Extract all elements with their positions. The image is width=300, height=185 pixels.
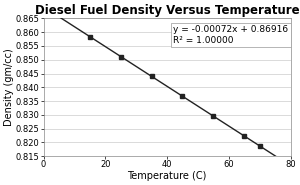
Y-axis label: Density (gm/cc): Density (gm/cc): [4, 48, 14, 126]
Title: Diesel Fuel Density Versus Temperature: Diesel Fuel Density Versus Temperature: [35, 4, 299, 17]
X-axis label: Temperature (C): Temperature (C): [128, 171, 207, 181]
Text: y = -0.00072x + 0.86916
R² = 1.00000: y = -0.00072x + 0.86916 R² = 1.00000: [173, 25, 288, 45]
